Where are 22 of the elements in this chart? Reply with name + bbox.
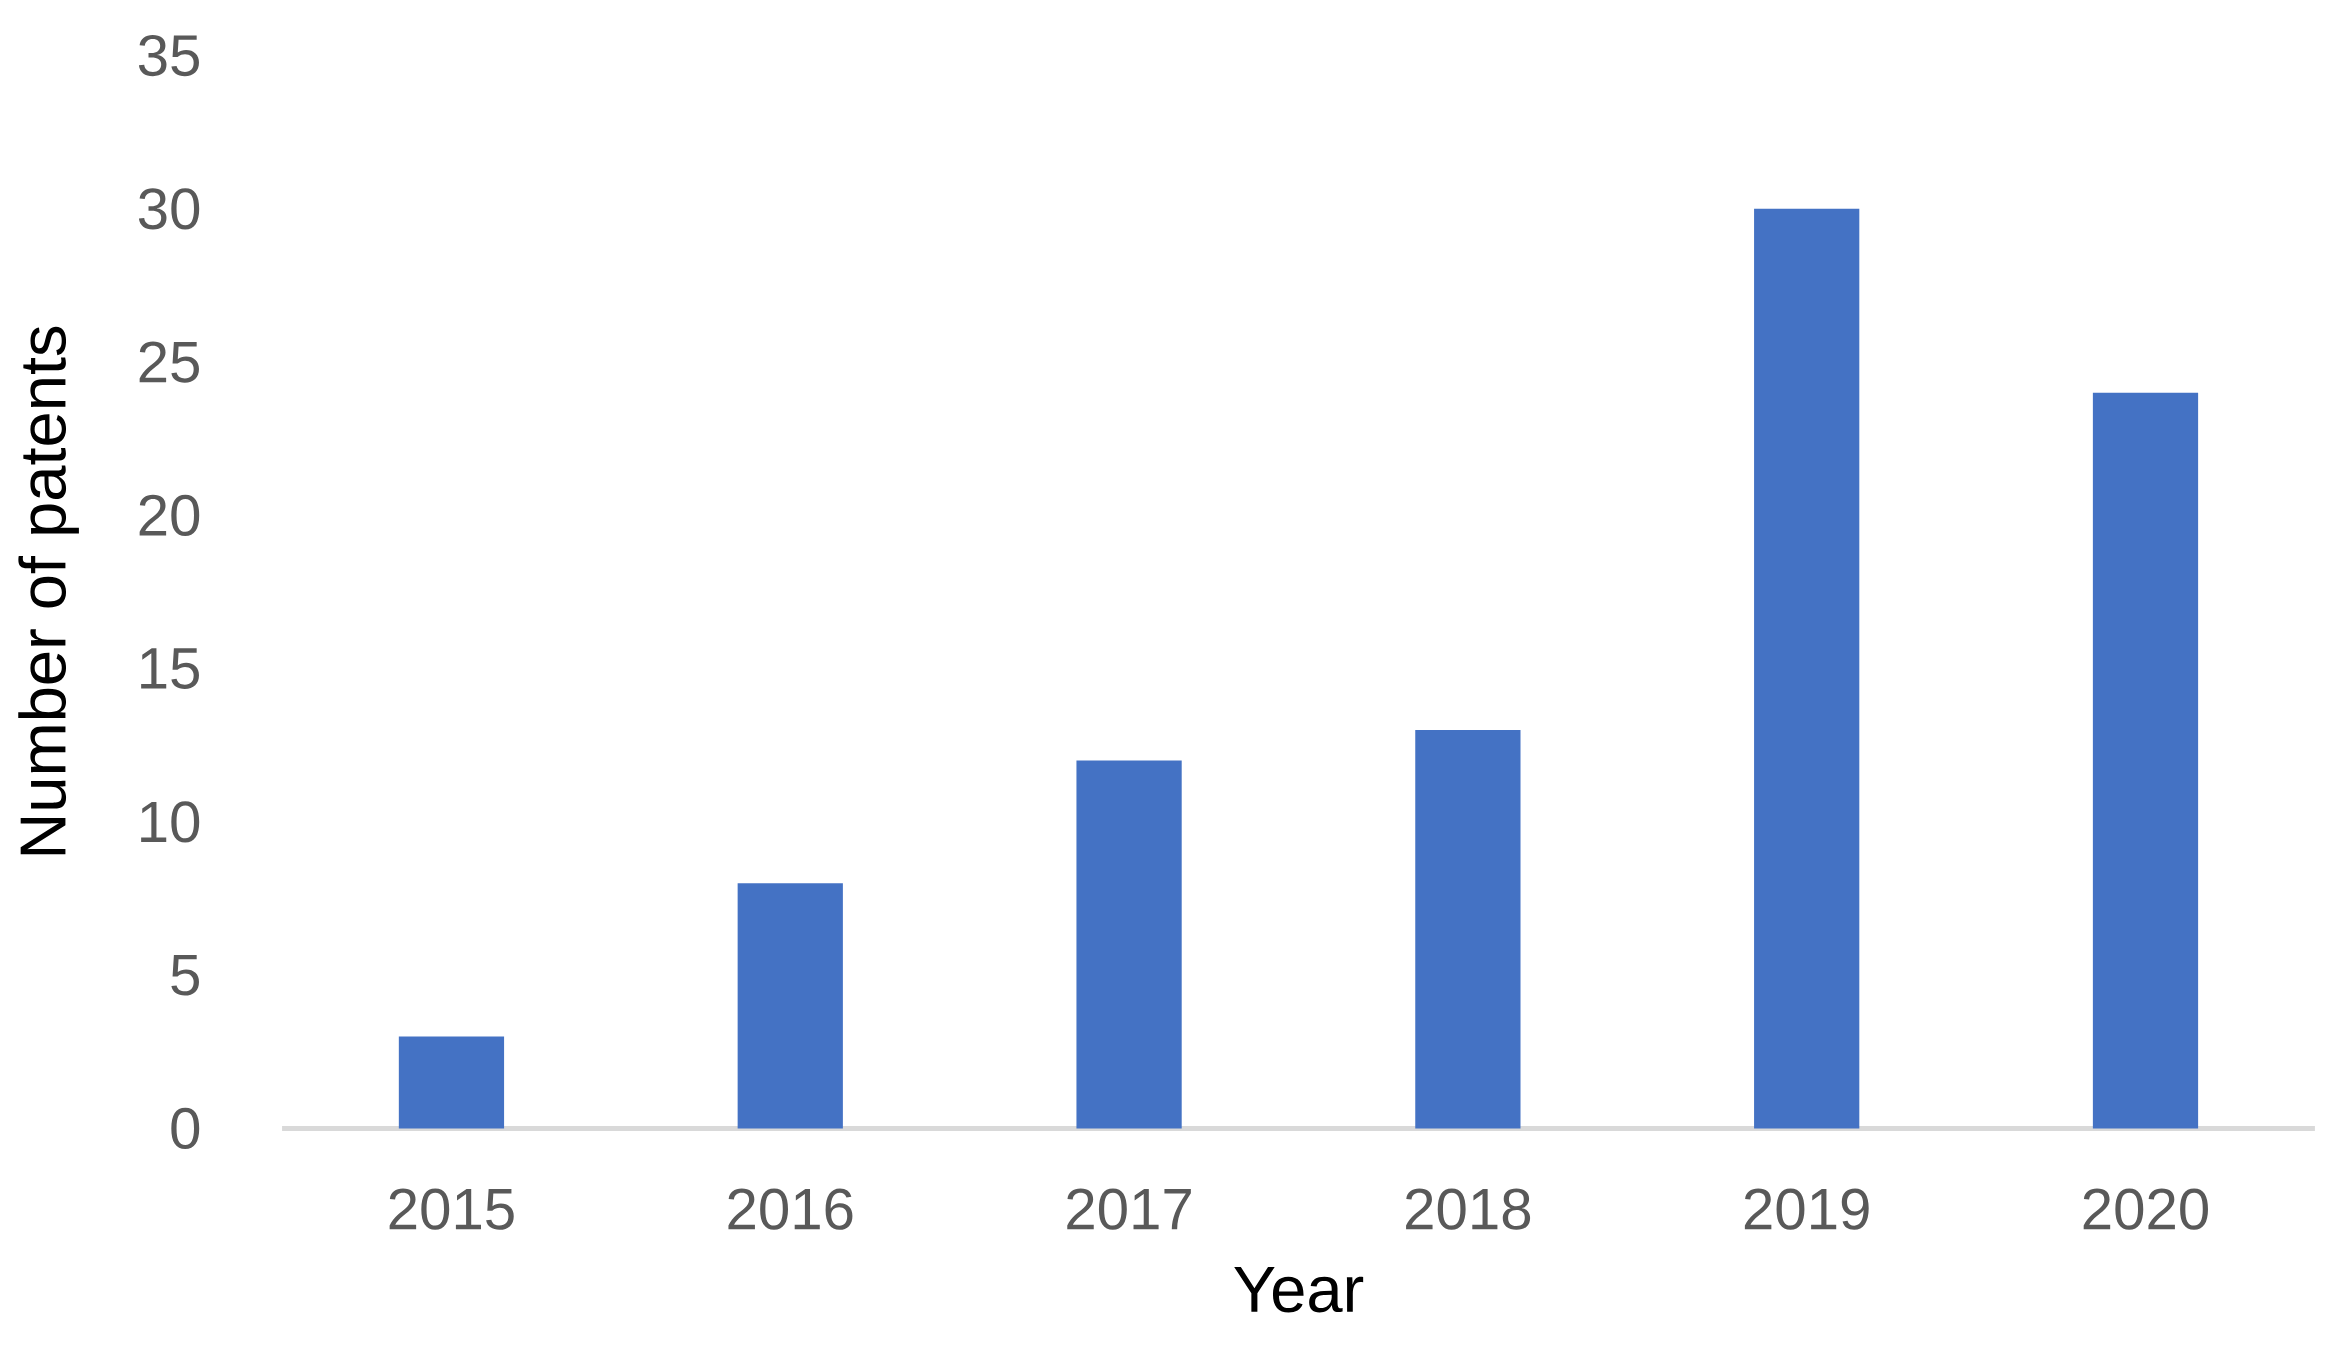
y-tick-label: 30 xyxy=(138,188,200,230)
x-tick-label: 2020 xyxy=(2083,1188,2208,1230)
x-tick-label: 2019 xyxy=(1744,1188,1869,1230)
bar xyxy=(2092,392,2199,1129)
bar xyxy=(1076,760,1182,1129)
y-tick-label: 0 xyxy=(171,1107,200,1150)
bar xyxy=(1415,730,1521,1129)
y-axis-title: Number of patents xyxy=(18,326,79,855)
x-tick-label: 2018 xyxy=(1406,1188,1531,1230)
x-tick-label: 2017 xyxy=(1067,1188,1191,1230)
y-tick-label: 15 xyxy=(141,648,199,690)
x-tick-label: 2015 xyxy=(389,1188,514,1230)
y-tick-label: 10 xyxy=(141,801,200,843)
bar xyxy=(737,883,843,1129)
y-tick-label: 5 xyxy=(171,955,199,996)
y-tick-label: 35 xyxy=(138,35,199,77)
x-tick-label: 2016 xyxy=(728,1188,853,1230)
bar xyxy=(1754,208,1860,1129)
y-tick-label: 20 xyxy=(139,494,200,537)
x-axis-title: Year xyxy=(1234,1267,1364,1313)
y-tick-label: 25 xyxy=(139,341,199,383)
bar xyxy=(398,1036,505,1129)
